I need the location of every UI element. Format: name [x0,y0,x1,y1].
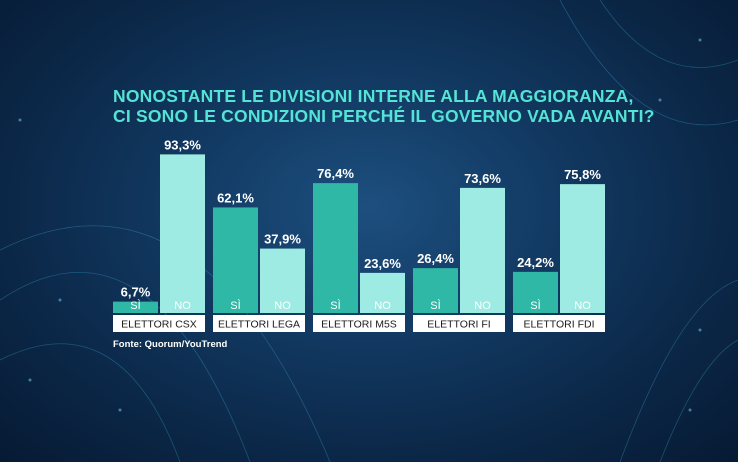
series-label-si-3: SÌ [430,299,440,312]
series-label-si-4: SÌ [530,299,540,312]
bar-si-0 [113,301,158,313]
bar-si-1 [213,207,258,313]
value-label-si-0: 6,7% [121,285,151,300]
value-label-si-3: 26,4% [417,251,454,266]
series-label-no-3: NO [474,300,491,312]
category-label-1: ELETTORI LEGA [218,319,300,331]
series-label-no-1: NO [274,300,291,312]
chart-title-line-1: NONOSTANTE LE DIVISIONI INTERNE ALLA MAG… [113,86,634,106]
category-box-3 [413,315,505,332]
source-note: Fonte: Quorum/YouTrend [113,339,228,350]
category-box-4 [513,315,605,332]
value-label-no-1: 37,9% [264,232,301,247]
bar-si-3 [413,268,458,313]
bar-no-2 [360,272,405,313]
category-label-2: ELETTORI M5S [321,319,397,331]
chart-title-line-2: CI SONO LE CONDIZIONI PERCHÉ IL GOVERNO … [113,106,655,126]
bar-si-4 [513,271,558,313]
series-label-no-2: NO [374,300,391,312]
category-label-0: ELETTORI CSX [121,319,197,331]
bar-no-0 [160,154,205,313]
value-label-si-2: 76,4% [317,166,354,181]
series-label-si-2: SÌ [330,299,340,312]
value-label-no-2: 23,6% [364,256,401,271]
category-label-3: ELETTORI FI [427,319,490,331]
value-label-no-0: 93,3% [164,137,201,152]
series-label-no-0: NO [174,300,191,312]
bar-si-2 [313,183,358,313]
bar-no-1 [260,248,305,313]
value-label-si-1: 62,1% [217,190,254,205]
category-box-1 [213,315,305,332]
value-label-no-3: 73,6% [464,171,501,186]
bar-no-4 [560,184,605,313]
value-label-no-4: 75,8% [564,167,601,182]
category-box-0 [113,315,205,332]
chart-title: NONOSTANTE LE DIVISIONI INTERNE ALLA MAG… [113,86,713,126]
series-label-si-0: SÌ [130,299,140,312]
value-label-si-4: 24,2% [517,255,554,270]
bar-no-3 [460,187,505,313]
category-label-4: ELETTORI FDI [524,319,595,331]
series-label-si-1: SÌ [230,299,240,312]
series-label-no-4: NO [574,300,591,312]
category-box-2 [313,315,405,332]
